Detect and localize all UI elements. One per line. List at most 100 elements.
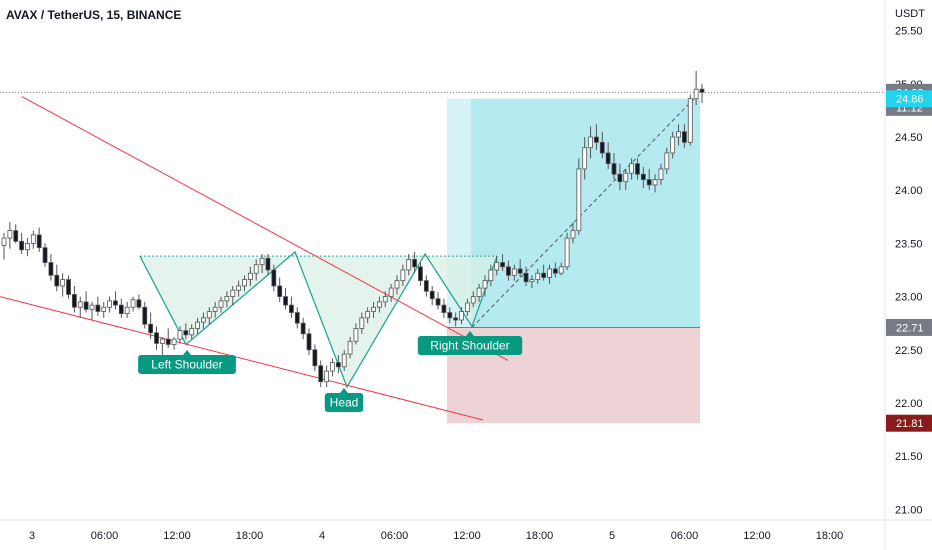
chart-title: AVAX / TetherUS, 15, BINANCE <box>6 8 182 22</box>
right-shoulder-label[interactable]: Right Shoulder <box>417 331 523 355</box>
candle-body <box>623 172 629 183</box>
label-box <box>138 355 236 374</box>
candle-body <box>277 285 283 297</box>
candle-body <box>558 266 564 274</box>
candle-body <box>165 338 171 345</box>
candle-body <box>201 317 206 323</box>
head-label[interactable]: Head <box>324 388 364 412</box>
candle-body <box>330 362 335 372</box>
candle-body <box>206 311 212 319</box>
time-tick-label: 4 <box>319 530 325 542</box>
candle-body <box>130 299 136 308</box>
candle-body <box>464 302 470 312</box>
candle-body <box>693 88 699 100</box>
candle-body <box>1 237 7 246</box>
candle-body <box>71 294 77 308</box>
candle-body <box>312 349 318 367</box>
label-box <box>324 393 364 412</box>
candle-body <box>95 304 101 312</box>
candle-body <box>664 152 670 170</box>
stop-price-tag[interactable]: 21.81 <box>886 414 932 432</box>
candle-body <box>594 136 599 143</box>
candle-body <box>687 98 693 143</box>
price-tag-text: 21.81 <box>896 418 924 430</box>
price-tick-label: 22.00 <box>895 398 923 410</box>
price-axis[interactable]: 25.5025.0024.5024.0023.5023.0022.5022.00… <box>886 26 932 517</box>
candle-body <box>365 311 371 319</box>
candle-body <box>394 280 400 289</box>
time-tick-label: 06:00 <box>381 530 409 542</box>
candle-body <box>253 264 259 274</box>
candle-body <box>552 268 558 274</box>
candle-body <box>541 272 547 278</box>
time-axis[interactable]: 3 06:00 12:00 18:00 4 06:00 12:00 18:00 5 06:00 12… <box>29 530 843 542</box>
price-tag-box <box>886 90 932 108</box>
candle-body <box>283 296 288 306</box>
price-tag-text: 24.86 <box>896 94 924 106</box>
candle-body <box>60 279 66 287</box>
price-tick-label: 23.50 <box>895 238 923 250</box>
candle-body <box>617 173 623 183</box>
candle-body <box>212 306 218 312</box>
candle-body <box>412 258 417 268</box>
candle-body <box>83 301 89 310</box>
candle-body <box>124 306 130 315</box>
candle-body <box>406 258 412 271</box>
pattern-labels[interactable]: Left Shoulder Head Right Shoulder <box>138 331 523 412</box>
candle-body <box>177 330 183 340</box>
candle-body <box>7 230 13 239</box>
label-pointer <box>183 350 191 355</box>
candle-body <box>611 163 617 175</box>
candle-body <box>318 365 324 383</box>
head-and-shoulders-pattern[interactable] <box>0 91 885 421</box>
candle-body <box>230 289 236 297</box>
candle-body <box>265 257 271 271</box>
price-axis-unit: USDT <box>895 8 925 20</box>
candle-body <box>529 279 535 283</box>
candle-body <box>500 262 505 268</box>
candle-body <box>629 163 635 174</box>
time-tick-label: 18:00 <box>236 530 264 542</box>
candle-body <box>517 268 523 274</box>
candle-body <box>289 304 294 313</box>
price-tag-text: 22.71 <box>896 322 924 334</box>
label-text: Head <box>330 396 359 410</box>
candle-body <box>699 88 705 93</box>
label-pointer <box>340 388 348 393</box>
price-tag-box <box>886 414 932 432</box>
candle-body <box>470 296 476 304</box>
candle-body <box>89 304 95 310</box>
candle-body <box>676 131 681 138</box>
position-zones[interactable] <box>447 98 700 424</box>
candle-body <box>66 279 71 295</box>
price-tick-label: 22.50 <box>895 345 923 357</box>
entry-price-tag[interactable]: 22.71 <box>886 318 932 336</box>
candle-body <box>488 269 494 282</box>
candle-body <box>13 230 19 242</box>
candle-body <box>113 300 118 306</box>
time-tick-label: 12:00 <box>453 530 481 542</box>
candle-body <box>400 269 406 282</box>
candle-body <box>599 141 605 154</box>
price-tick-label: 24.50 <box>895 132 923 144</box>
left-shoulder-label[interactable]: Left Shoulder <box>138 350 236 374</box>
time-tick-label: 18:00 <box>526 530 554 542</box>
candle-body <box>335 362 341 368</box>
candle-body <box>236 285 242 291</box>
candle-body <box>136 299 142 308</box>
candle-body <box>429 290 435 300</box>
candle-body <box>547 268 552 278</box>
pattern-fill <box>140 251 497 388</box>
candle-body <box>658 168 664 180</box>
candle-body <box>259 257 265 266</box>
candle-body <box>371 306 376 312</box>
candle-body <box>582 147 588 170</box>
candle-body <box>588 136 593 149</box>
candle-body <box>523 272 529 283</box>
candle-body <box>36 234 42 249</box>
candle-body <box>324 370 330 383</box>
target-price-tag[interactable]: 24.86 <box>886 90 932 108</box>
